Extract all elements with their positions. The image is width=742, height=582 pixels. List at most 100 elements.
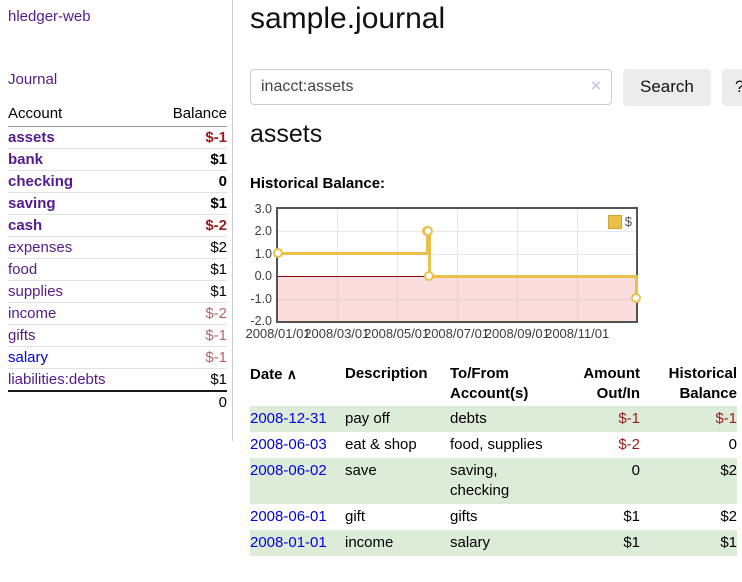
account-balance: 0 <box>148 170 227 193</box>
transaction-accounts: food, supplies <box>450 436 543 453</box>
sidebar-account-link[interactable]: food <box>8 261 38 278</box>
transaction-description: save <box>345 462 377 479</box>
transaction-date-link[interactable]: 2008-06-01 <box>250 508 327 525</box>
account-heading: assets <box>250 120 323 148</box>
transaction-date-cell: 2008-01-01 <box>250 530 345 556</box>
account-cell: salary <box>8 346 149 369</box>
transaction-description: eat & shop <box>345 436 417 453</box>
chart-vgridline <box>336 209 338 321</box>
chart-y-tick-label: 0.0 <box>254 269 272 284</box>
chart-x-tick-label: 2008/07/01 <box>423 326 490 341</box>
account-balance: $2 <box>148 236 227 259</box>
account-cell: checking <box>8 170 149 193</box>
chart-y-tick-label: -2.0 <box>250 314 272 328</box>
transaction-date-link[interactable]: 2008-06-03 <box>250 436 327 453</box>
historical-balance-chart: $ 3.0 2.0 1.0 0.0 -1.0 -2.0 2008/01/01 2008/03/… <box>245 200 737 345</box>
account-cell: liabilities:debts <box>8 369 149 392</box>
account-row: income $-2 <box>8 302 227 325</box>
register-table: Date ∧ Description To/From Account(s) Am… <box>250 362 737 556</box>
account-row: gifts $-1 <box>8 324 227 347</box>
chart-x-tick-label: 2008/09/01 <box>484 326 550 341</box>
transaction-row: 2008-01-01 income salary $1 $1 <box>250 530 737 556</box>
accounts-header-row: Account Balance <box>8 102 227 127</box>
main-content: sample.journal × Search ? assets Histori… <box>245 0 742 582</box>
account-cell: income <box>8 302 149 325</box>
transaction-amount: $-1 <box>618 410 640 427</box>
brand-link[interactable]: hledger-web <box>8 8 91 25</box>
account-cell: supplies <box>8 280 149 303</box>
sidebar-item-journal[interactable]: Journal <box>8 71 58 88</box>
chart-line-segment <box>278 252 428 256</box>
chart-y-tick-label: 3.0 <box>254 202 272 216</box>
account-balance: $1 <box>148 258 227 281</box>
sidebar-account-link[interactable]: bank <box>8 151 44 168</box>
transaction-row: 2008-06-01 gift gifts $1 $2 <box>250 504 737 530</box>
transaction-amount: $-2 <box>618 436 640 453</box>
transaction-date-cell: 2008-06-03 <box>250 432 345 458</box>
register-header-accounts: To/From Account(s) <box>450 365 529 402</box>
chart-data-point <box>272 248 283 259</box>
search-form: × Search ? <box>250 68 742 106</box>
search-input[interactable] <box>250 69 612 105</box>
transaction-date-link[interactable]: 2008-12-31 <box>250 410 327 427</box>
sidebar-account-link[interactable]: checking <box>8 173 74 190</box>
sidebar-account-link[interactable]: expenses <box>8 239 73 256</box>
register-header-date[interactable]: Date ∧ <box>250 366 297 383</box>
chart-vgridline <box>396 209 398 321</box>
chart-data-point <box>630 293 641 304</box>
clear-search-icon[interactable]: × <box>591 76 601 95</box>
account-balance: $-2 <box>148 302 227 325</box>
sidebar-account-link[interactable]: salary <box>8 349 49 366</box>
chart-y-tick-label: -1.0 <box>250 291 272 306</box>
account-row: checking 0 <box>8 170 227 193</box>
account-cell: cash <box>8 214 149 237</box>
transaction-description: pay off <box>345 410 390 427</box>
sidebar-account-link[interactable]: gifts <box>8 327 36 344</box>
transaction-amount: 0 <box>631 462 640 479</box>
sidebar-account-link[interactable]: assets <box>8 129 55 146</box>
sort-ascending-icon: ∧ <box>286 366 297 382</box>
transaction-date-cell: 2008-12-31 <box>250 406 345 432</box>
transaction-balance: $2 <box>720 508 737 525</box>
chart-vgridline <box>577 209 579 321</box>
chart-data-point <box>423 270 434 281</box>
sidebar-account-link[interactable]: saving <box>8 195 56 212</box>
chart-hgridline <box>278 253 636 255</box>
account-balance: $1 <box>148 148 227 171</box>
search-button[interactable]: Search <box>623 68 711 106</box>
page-title: sample.journal <box>250 2 446 35</box>
legend-series-label: $ <box>624 214 632 229</box>
chart-line-segment <box>429 274 636 278</box>
account-row: expenses $2 <box>8 236 227 259</box>
sidebar-account-link[interactable]: supplies <box>8 283 64 300</box>
chart-x-tick-label: 2008/11/01 <box>545 326 610 341</box>
transaction-amount: $1 <box>623 534 640 551</box>
transaction-accounts: salary <box>450 534 491 551</box>
transaction-row: 2008-06-03 eat & shop food, supplies $-2 0 <box>250 432 737 458</box>
sidebar-account-link[interactable]: income <box>8 305 57 322</box>
transaction-accounts: gifts <box>450 508 478 525</box>
transaction-balance: $-1 <box>715 410 737 427</box>
transaction-amount: $1 <box>623 508 640 525</box>
transaction-date-link[interactable]: 2008-01-01 <box>250 534 327 551</box>
sidebar-account-link[interactable]: cash <box>8 217 43 234</box>
chart-legend: $ <box>607 214 632 229</box>
transaction-date-link[interactable]: 2008-06-02 <box>250 462 327 479</box>
chart-title: Historical Balance: <box>250 175 386 192</box>
account-cell: saving <box>8 192 149 215</box>
account-row: assets $-1 <box>8 126 227 149</box>
account-row: bank $1 <box>8 148 227 171</box>
help-button[interactable]: ? <box>721 68 742 106</box>
sidebar: hledger-web Journal Account Balance asse… <box>0 0 233 441</box>
account-balance: $-1 <box>148 324 227 347</box>
chart-y-tick-label: 1.0 <box>254 246 272 261</box>
transaction-row: 2008-12-31 pay off debts $-1 $-1 <box>250 406 737 432</box>
accounts-header-account: Account <box>8 102 149 127</box>
chart-hgridline <box>278 231 636 233</box>
transaction-date-cell: 2008-06-01 <box>250 504 345 530</box>
chart-line-segment <box>634 274 638 301</box>
sidebar-account-link[interactable]: liabilities:debts <box>8 371 106 388</box>
chart-line-segment <box>427 229 431 278</box>
account-balance: $1 <box>148 192 227 215</box>
transaction-balance: $1 <box>720 534 737 551</box>
